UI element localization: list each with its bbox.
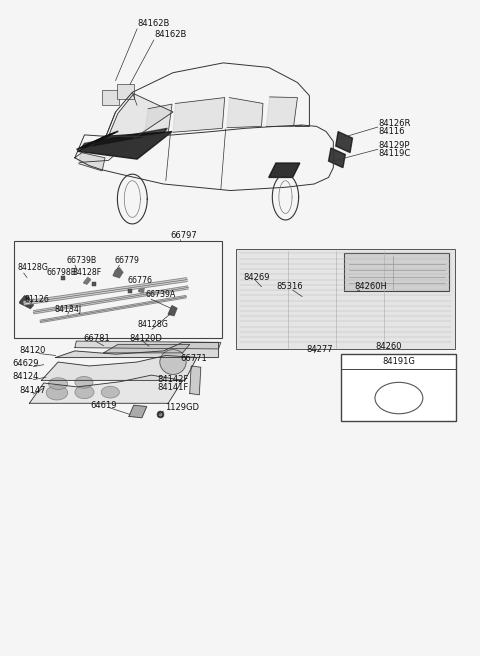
- Ellipse shape: [46, 386, 68, 400]
- Text: 66771: 66771: [180, 354, 207, 363]
- Text: 84128G: 84128G: [18, 263, 49, 272]
- Text: 84116: 84116: [378, 127, 405, 136]
- Polygon shape: [168, 306, 177, 316]
- Ellipse shape: [75, 377, 93, 388]
- Bar: [117, 85, 134, 99]
- Polygon shape: [79, 153, 105, 171]
- Bar: [341, 354, 456, 421]
- Text: 84124: 84124: [12, 372, 39, 381]
- Polygon shape: [104, 344, 190, 353]
- Text: 84141F: 84141F: [157, 383, 189, 392]
- Polygon shape: [227, 98, 263, 128]
- Text: 64629: 64629: [12, 359, 39, 368]
- Text: 66797: 66797: [170, 232, 197, 240]
- Text: 84129P: 84129P: [378, 141, 410, 150]
- Text: 84134J: 84134J: [54, 304, 82, 314]
- Polygon shape: [56, 342, 218, 358]
- Text: 84162B: 84162B: [138, 18, 170, 28]
- Ellipse shape: [160, 350, 186, 375]
- Text: 84128G: 84128G: [137, 320, 168, 329]
- Ellipse shape: [48, 378, 68, 390]
- Text: 84119C: 84119C: [378, 149, 410, 157]
- Bar: [102, 91, 120, 105]
- Polygon shape: [266, 97, 298, 127]
- Polygon shape: [173, 98, 225, 133]
- Bar: [14, 241, 222, 338]
- Text: 84277: 84277: [306, 345, 333, 354]
- Polygon shape: [113, 268, 123, 277]
- Text: 64619: 64619: [91, 401, 117, 410]
- Polygon shape: [269, 163, 300, 177]
- Text: 85316: 85316: [276, 281, 302, 291]
- Text: 84120D: 84120D: [129, 334, 162, 343]
- Polygon shape: [77, 132, 172, 159]
- Text: 84147: 84147: [20, 386, 47, 396]
- Text: 66781: 66781: [83, 334, 110, 343]
- Polygon shape: [129, 405, 147, 418]
- Polygon shape: [41, 356, 197, 380]
- Text: 84269: 84269: [244, 272, 270, 281]
- Bar: [236, 249, 456, 349]
- FancyBboxPatch shape: [344, 253, 449, 291]
- Text: 66739A: 66739A: [146, 289, 176, 298]
- Text: 66776: 66776: [128, 276, 153, 285]
- Text: 66779: 66779: [115, 255, 140, 264]
- Text: 66739B: 66739B: [67, 255, 97, 264]
- Text: 84128F: 84128F: [72, 268, 102, 277]
- Ellipse shape: [75, 386, 94, 399]
- Text: 1129GD: 1129GD: [165, 403, 199, 413]
- Text: 81126: 81126: [24, 295, 49, 304]
- Ellipse shape: [101, 386, 120, 398]
- Text: 84120: 84120: [19, 346, 45, 355]
- Polygon shape: [139, 285, 144, 293]
- Ellipse shape: [375, 382, 423, 414]
- Polygon shape: [20, 296, 33, 308]
- Text: 84142F: 84142F: [157, 375, 189, 384]
- Text: 84162B: 84162B: [155, 30, 187, 39]
- Polygon shape: [75, 136, 137, 163]
- Polygon shape: [336, 132, 352, 153]
- Text: 84260H: 84260H: [355, 281, 388, 291]
- Text: 84260: 84260: [375, 342, 401, 351]
- Text: 84191G: 84191G: [383, 357, 415, 366]
- Polygon shape: [190, 366, 201, 395]
- Polygon shape: [328, 148, 345, 168]
- Polygon shape: [29, 375, 182, 403]
- Polygon shape: [81, 129, 167, 148]
- Polygon shape: [108, 94, 173, 136]
- Polygon shape: [144, 104, 172, 136]
- Text: 66798B: 66798B: [46, 268, 76, 277]
- Polygon shape: [75, 341, 221, 349]
- Text: 84126R: 84126R: [378, 119, 411, 129]
- Polygon shape: [84, 277, 91, 284]
